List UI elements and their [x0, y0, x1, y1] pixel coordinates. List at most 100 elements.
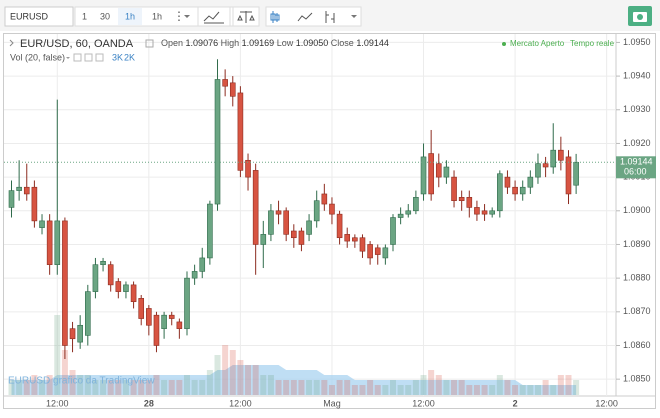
y-tick-label: 1.0940	[623, 70, 651, 80]
symbol-box[interactable]	[4, 6, 74, 27]
y-tick-label: 1.0860	[623, 340, 651, 350]
menu-dots[interactable]: ⋮	[173, 9, 185, 23]
volume-bar	[69, 370, 76, 395]
volume-bar	[191, 380, 198, 395]
indicators-button[interactable]	[197, 6, 231, 27]
candle-body	[443, 166, 450, 178]
close-icon[interactable]	[95, 53, 104, 62]
ohlc-value: 1.09050	[296, 38, 329, 48]
hide-icon[interactable]	[145, 39, 154, 48]
ohlc-value: 1.09169	[242, 38, 275, 48]
volume-bar	[458, 380, 465, 395]
status-dot	[502, 42, 506, 46]
candle-body	[489, 210, 495, 215]
x-tick-label: 12:00	[595, 398, 618, 408]
dropdown-icon[interactable]	[184, 15, 190, 18]
candle-body	[329, 203, 335, 215]
market-status: Mercato Aperto	[510, 39, 565, 48]
volume-bar	[61, 350, 68, 395]
candle-body	[535, 163, 541, 178]
volume-bar	[527, 385, 534, 395]
hide-icon[interactable]	[73, 53, 82, 62]
candle-body	[504, 176, 511, 188]
candles-icon[interactable]	[270, 11, 280, 23]
interval-selector[interactable]: 1h	[152, 11, 162, 21]
candle-body	[344, 234, 351, 242]
volume-bar	[267, 375, 274, 395]
dropdown-icon[interactable]	[351, 15, 357, 18]
volume-bar	[23, 380, 30, 395]
volume-ma-area	[11, 365, 577, 395]
compare-icon	[237, 11, 255, 23]
collapse-icon[interactable]	[9, 39, 14, 47]
candle-body	[260, 234, 267, 245]
volume-bar	[199, 380, 206, 395]
candle-body	[207, 203, 213, 259]
volume-bar	[367, 380, 374, 395]
volume-title: Vol (20, false)	[10, 52, 65, 62]
y-tick-label: 1.0850	[623, 374, 651, 384]
chart-title: EUR/USD, 60, OANDA	[20, 38, 134, 50]
bars-icon[interactable]	[325, 11, 335, 23]
candle-body	[199, 257, 206, 272]
interval-selected-bg	[118, 8, 142, 25]
volume-bar	[260, 375, 267, 395]
candle-body	[542, 163, 549, 168]
candle-body	[550, 149, 557, 168]
candle-body	[321, 193, 328, 205]
volume-bar	[405, 385, 412, 395]
ohlc-name: Low	[277, 38, 294, 48]
volume-bar	[412, 380, 419, 395]
candle-body	[39, 220, 45, 228]
candle-body	[367, 244, 373, 259]
candle-body	[123, 284, 129, 292]
candle-body	[191, 271, 198, 279]
x-tick-label: 12:00	[229, 398, 252, 408]
x-tick-label: 12:00	[412, 398, 435, 408]
volume-bar	[397, 385, 404, 395]
volume-bar	[496, 375, 503, 395]
candle-body	[8, 190, 15, 208]
volume-bar	[100, 380, 107, 395]
candle-body	[92, 264, 99, 292]
ohlc-name: Open	[161, 38, 183, 48]
volume-bar	[428, 370, 435, 395]
volume-bar	[107, 380, 114, 395]
volume-bar	[328, 385, 335, 395]
y-tick-label: 1.0870	[623, 306, 651, 316]
volume-bar	[481, 385, 488, 395]
volume-bar	[473, 385, 480, 395]
y-tick-label: 1.0890	[623, 239, 651, 249]
area-icon[interactable]	[297, 12, 313, 22]
volume-ma-value: 2K	[124, 52, 135, 62]
candle-body	[458, 197, 465, 201]
volume-bar	[8, 380, 15, 395]
interval[interactable]: 30	[100, 11, 110, 21]
symbol[interactable]: EURUSD	[10, 11, 49, 21]
candle-body	[466, 197, 473, 208]
interval[interactable]: 1h	[125, 11, 135, 21]
volume-bar	[92, 380, 99, 395]
dropdown-icon[interactable]	[66, 57, 70, 59]
candle-body	[298, 230, 305, 245]
candle-body	[413, 197, 419, 212]
candle-body	[130, 284, 137, 303]
candle-body	[306, 220, 312, 235]
volume-bar	[519, 385, 526, 395]
interval[interactable]: 1	[82, 11, 87, 21]
x-tick-label: 28	[144, 398, 154, 408]
candle-body	[474, 207, 480, 215]
candle-body	[222, 79, 228, 87]
candle-body	[382, 247, 389, 259]
volume-bar	[138, 380, 145, 395]
volume-bar	[466, 385, 473, 395]
watermark: EURUSD grafico da TradingView	[8, 376, 155, 387]
volume-bar	[359, 385, 366, 395]
volume-bar	[550, 385, 557, 395]
settings-icon[interactable]	[84, 53, 93, 62]
volume-bar	[153, 375, 160, 395]
candle-body	[374, 247, 381, 255]
candle-body	[146, 308, 152, 326]
candle-body	[283, 210, 289, 235]
